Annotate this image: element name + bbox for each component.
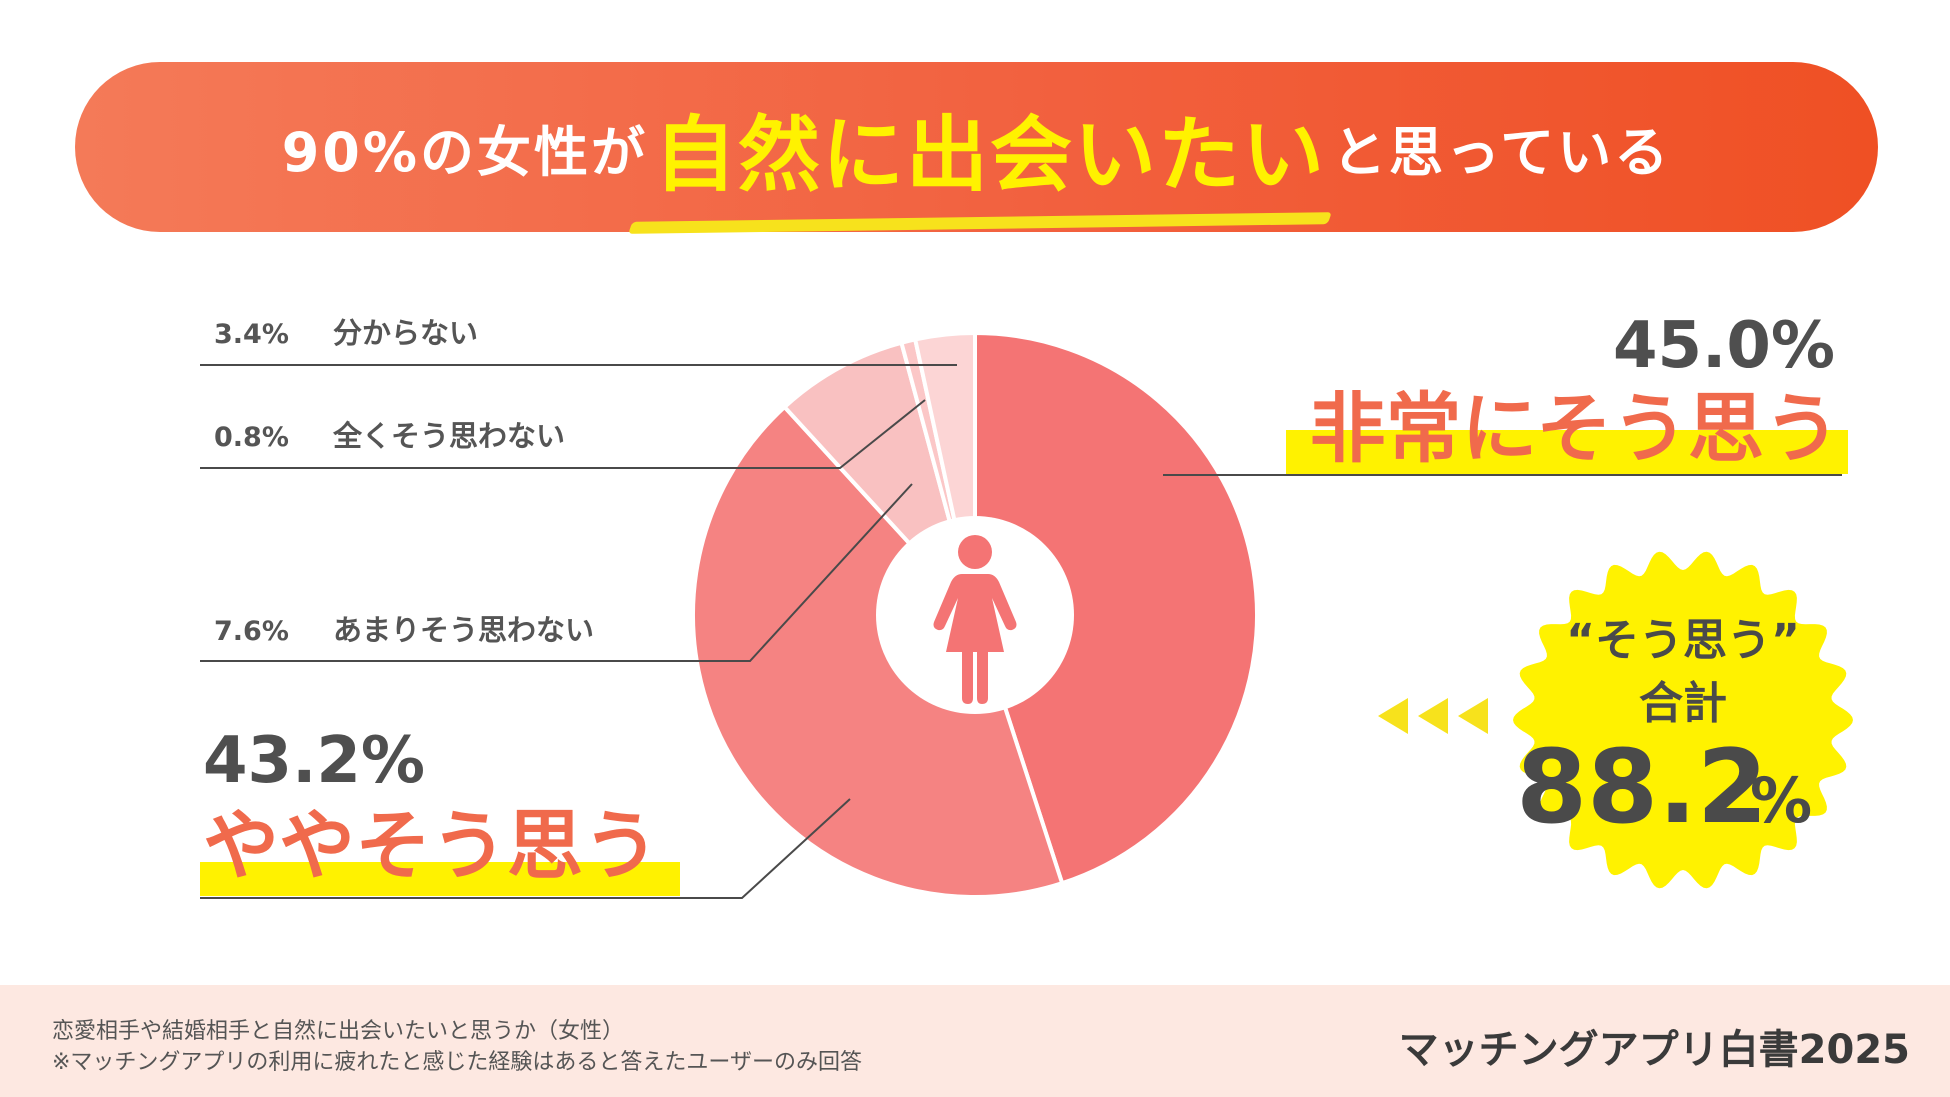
label-not-really: あまりそう思わない <box>333 613 594 647</box>
triangle-left-icon <box>1378 698 1488 734</box>
pct-dont-know: 3.4% <box>214 319 289 350</box>
label-somewhat: ややそう思う <box>203 801 659 890</box>
title-part2: と思っている <box>1331 120 1672 184</box>
leader-not-really <box>200 483 913 662</box>
pct-somewhat: 43.2% <box>203 724 425 798</box>
leader-somewhat <box>200 798 851 899</box>
page-title: 90%の女性が 自然に出会いたい と思っている <box>75 62 1878 234</box>
badge-number: 88.2 <box>1516 728 1768 847</box>
title-part1: 90%の女性が <box>281 120 648 184</box>
title-banner: 90%の女性が 自然に出会いたい と思っている <box>75 62 1878 234</box>
badge-label2: 合計 <box>1639 678 1727 729</box>
survey-question-note: 恋愛相手や結婚相手と自然に出会いたいと思うか（女性） <box>52 1019 625 1044</box>
label-not-at-all: 全くそう思わない <box>332 419 565 453</box>
woman-icon <box>933 535 1017 704</box>
slice-very-much <box>973 330 1259 886</box>
highlight-bar-very-much <box>1286 430 1848 474</box>
leader-lines <box>200 364 1842 899</box>
badge-label1: “そう思う” <box>1566 615 1800 666</box>
label-dont-know: 分からない <box>333 316 478 350</box>
brand-logo-text: マッチングアプリ白書2025 <box>1398 1027 1910 1073</box>
pct-not-at-all: 0.8% <box>214 422 289 453</box>
slice-somewhat <box>691 404 1065 899</box>
footer <box>0 985 1950 1097</box>
title-highlight-text: 自然に出会いたい <box>653 107 1326 203</box>
label-very-much: 非常にそう思う <box>1310 384 1840 473</box>
badge-percent: % <box>1750 764 1812 837</box>
pie-slices <box>691 330 1259 899</box>
leader-not-at-all <box>200 399 926 469</box>
survey-condition-note: ※マッチングアプリの利用に疲れたと感じた経験はあると答えたユーザーのみ回答 <box>52 1050 862 1075</box>
pct-not-really: 7.6% <box>214 616 289 647</box>
highlight-bar-somewhat <box>200 862 680 896</box>
pct-very-much: 45.0% <box>1613 309 1835 383</box>
title-highlight: 自然に出会いたい <box>628 88 1332 234</box>
total-badge <box>1513 551 1853 889</box>
